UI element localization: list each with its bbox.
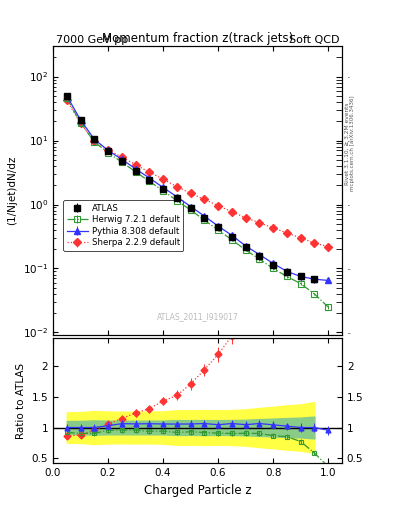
Legend: ATLAS, Herwig 7.2.1 default, Pythia 8.308 default, Sherpa 2.2.9 default: ATLAS, Herwig 7.2.1 default, Pythia 8.30… bbox=[63, 200, 183, 251]
Text: mcplots.cern.ch [arXiv:1306.3436]: mcplots.cern.ch [arXiv:1306.3436] bbox=[351, 96, 355, 191]
X-axis label: Charged Particle z: Charged Particle z bbox=[144, 484, 251, 497]
Title: Momentum fraction z(track jets): Momentum fraction z(track jets) bbox=[102, 32, 293, 45]
Text: Rivet 3.1.10, ≥ 3.2M events: Rivet 3.1.10, ≥ 3.2M events bbox=[345, 102, 349, 185]
Y-axis label: (1/Njet)dN/dz: (1/Njet)dN/dz bbox=[7, 156, 17, 225]
Y-axis label: Ratio to ATLAS: Ratio to ATLAS bbox=[16, 362, 26, 439]
Text: 7000 GeV pp: 7000 GeV pp bbox=[56, 35, 128, 45]
Text: ATLAS_2011_I919017: ATLAS_2011_I919017 bbox=[156, 312, 239, 321]
Text: Soft QCD: Soft QCD bbox=[288, 35, 339, 45]
